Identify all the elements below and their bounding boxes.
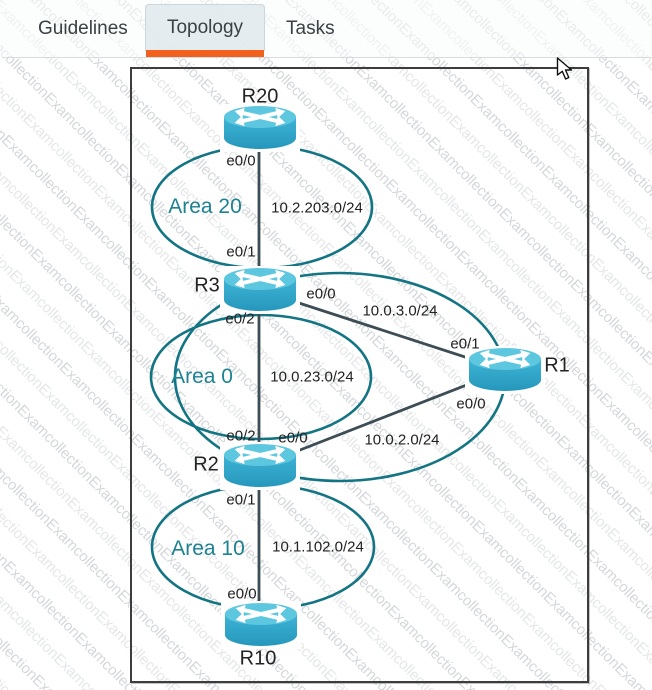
if-label-r3-e0-0: e0/0 bbox=[306, 285, 336, 303]
subnet-label-10-0-23: 10.0.23.0/24 bbox=[270, 368, 354, 386]
router-r1 bbox=[465, 346, 545, 394]
if-label-r10-e0-0: e0/0 bbox=[227, 585, 257, 603]
router-icon bbox=[222, 443, 298, 489]
topology-frame bbox=[130, 67, 589, 683]
if-label-r2-e0-0: e0/0 bbox=[278, 429, 308, 447]
if-label-r20-e0-0: e0/0 bbox=[226, 152, 256, 170]
router-icon bbox=[223, 602, 299, 648]
if-label-r1-e0-1: e0/1 bbox=[450, 335, 480, 353]
subnet-label-10-0-3: 10.0.3.0/24 bbox=[362, 302, 438, 320]
tab-bar-divider bbox=[6, 57, 652, 58]
subnet-label-10-1-102: 10.1.102.0/24 bbox=[272, 538, 364, 556]
router-label-r10: R10 bbox=[239, 647, 277, 670]
tab-topology[interactable]: Topology bbox=[145, 4, 265, 51]
subnet-label-10-2-203: 10.2.203.0/24 bbox=[271, 199, 363, 217]
if-label-r2-e0-1: e0/1 bbox=[226, 491, 256, 509]
if-label-r2-e0-2: e0/2 bbox=[226, 427, 256, 445]
router-icon bbox=[222, 105, 298, 151]
if-label-r3-e0-2: e0/2 bbox=[225, 310, 255, 328]
if-label-r1-e0-0: e0/0 bbox=[456, 395, 486, 413]
if-label-r3-e0-1: e0/1 bbox=[226, 243, 256, 261]
router-r3 bbox=[220, 266, 300, 314]
router-r20 bbox=[220, 104, 300, 152]
router-icon bbox=[222, 267, 298, 313]
router-label-r1: R1 bbox=[544, 354, 570, 377]
area-label-10: Area 10 bbox=[171, 537, 245, 560]
tab-bar: Guidelines Topology Tasks bbox=[0, 0, 652, 57]
tab-guidelines[interactable]: Guidelines bbox=[38, 17, 128, 39]
active-tab-indicator bbox=[146, 50, 264, 57]
router-r2 bbox=[220, 442, 300, 490]
area-label-20: Area 20 bbox=[168, 195, 242, 218]
router-label-r3: R3 bbox=[194, 274, 220, 297]
router-label-r20: R20 bbox=[241, 85, 279, 108]
subnet-label-10-0-2: 10.0.2.0/24 bbox=[364, 431, 440, 449]
router-icon bbox=[467, 347, 543, 393]
tab-tasks[interactable]: Tasks bbox=[286, 17, 335, 39]
area-label-0: Area 0 bbox=[171, 365, 233, 388]
router-r10 bbox=[221, 601, 301, 649]
router-label-r2: R2 bbox=[193, 453, 219, 476]
